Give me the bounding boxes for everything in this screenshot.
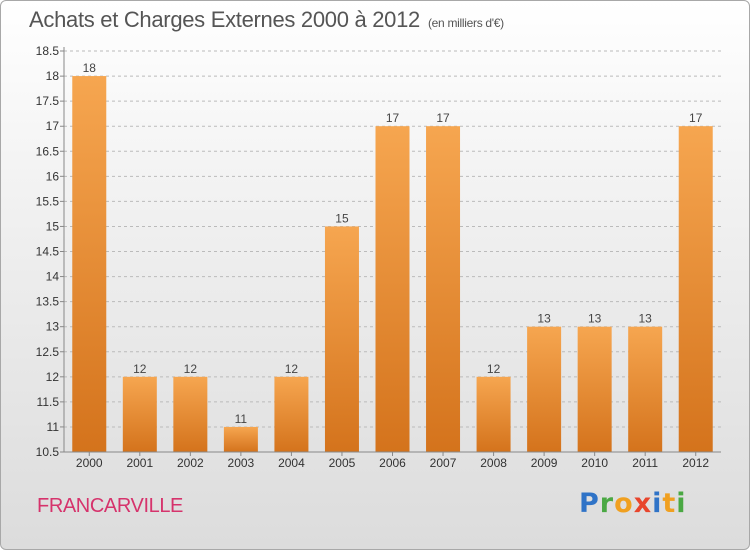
x-tick-label: 2005 — [329, 456, 356, 470]
bar — [324, 226, 359, 452]
y-tick-label: 14 — [46, 270, 60, 284]
x-tick-label: 2008 — [480, 456, 507, 470]
y-tick-label: 11 — [47, 420, 60, 434]
y-tick-label: 15.5 — [36, 194, 60, 208]
bar — [223, 426, 258, 452]
data-label: 13 — [537, 312, 551, 326]
x-tick-label: 2012 — [682, 456, 709, 470]
y-tick-label: 16 — [46, 169, 60, 183]
x-tick-label: 2009 — [531, 456, 558, 470]
data-label: 18 — [83, 61, 97, 75]
logo-letter: o — [614, 488, 634, 519]
bar — [476, 376, 511, 452]
data-label: 13 — [639, 312, 653, 326]
x-tick-label: 2010 — [581, 456, 608, 470]
proxiti-logo: Proxiti — [579, 488, 687, 519]
data-label: 17 — [386, 111, 400, 125]
bar — [274, 376, 309, 452]
y-tick-label: 18.5 — [36, 44, 60, 58]
bar — [678, 126, 713, 452]
chart-title-text: Achats et Charges Externes 2000 à 2012 — [29, 7, 420, 32]
bar — [426, 126, 461, 452]
logo-letter: i — [676, 488, 687, 519]
data-label: 12 — [285, 362, 299, 376]
data-label: 12 — [133, 362, 147, 376]
x-tick-label: 2007 — [430, 456, 457, 470]
place-name: FRANCARVILLE — [37, 495, 183, 517]
x-tick-label: 2000 — [76, 456, 103, 470]
x-tick-label: 2001 — [126, 456, 153, 470]
bar — [72, 76, 107, 452]
chart-title: Achats et Charges Externes 2000 à 2012 (e… — [29, 7, 504, 33]
logo-letter: i — [652, 488, 663, 519]
logo-letter: P — [579, 488, 600, 519]
logo-letter: r — [599, 488, 615, 519]
x-tick-label: 2006 — [379, 456, 406, 470]
unit-note: (en milliers d'€) — [427, 16, 504, 30]
y-tick-label: 11.5 — [37, 395, 60, 409]
logo-letter: t — [662, 488, 677, 519]
data-label: 12 — [184, 362, 198, 376]
data-label: 13 — [588, 312, 602, 326]
data-label: 15 — [335, 211, 349, 225]
y-tick-label: 13 — [46, 320, 60, 334]
y-tick-label: 16.5 — [36, 144, 60, 158]
y-tick-label: 15 — [46, 219, 60, 233]
x-tick-label: 2002 — [177, 456, 204, 470]
bar — [527, 326, 562, 452]
bar — [122, 376, 157, 452]
logo-letter: x — [633, 488, 653, 519]
y-tick-label: 13.5 — [36, 295, 60, 309]
y-tick-label: 12 — [46, 370, 60, 384]
x-tick-label: 2003 — [228, 456, 255, 470]
bar — [628, 326, 663, 452]
y-tick-label: 12.5 — [36, 345, 60, 359]
y-tick-label: 17.5 — [36, 94, 60, 108]
data-label: 17 — [689, 111, 703, 125]
y-tick-label: 17 — [46, 119, 60, 133]
bar — [577, 326, 612, 452]
data-label: 17 — [436, 111, 450, 125]
x-tick-label: 2004 — [278, 456, 305, 470]
x-tick-label: 2011 — [632, 456, 658, 470]
y-tick-label: 18 — [46, 69, 60, 83]
bar — [173, 376, 208, 452]
y-tick-label: 10.5 — [36, 445, 60, 459]
data-label: 12 — [487, 362, 501, 376]
data-label: 11 — [235, 412, 248, 426]
bar — [375, 126, 410, 452]
y-tick-label: 14.5 — [36, 245, 60, 259]
